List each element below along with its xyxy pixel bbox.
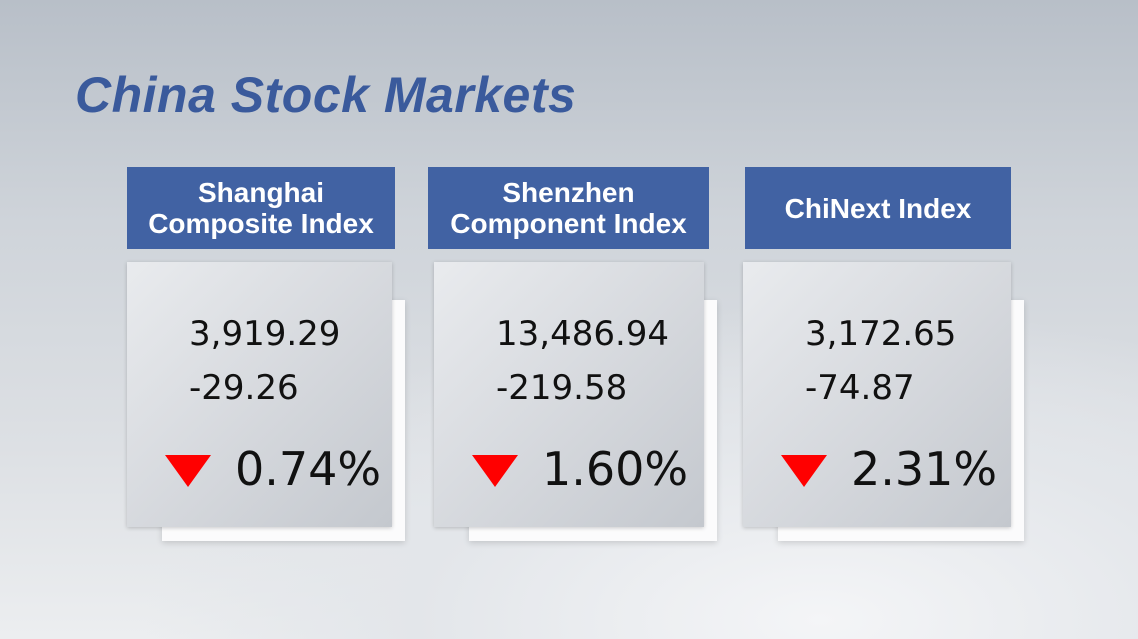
index-value: 3,919.29: [189, 314, 341, 354]
card-name-line: Composite Index: [148, 208, 374, 239]
card-body: 13,486.94 -219.58 1.60%: [434, 262, 704, 527]
title: China Stock Markets: [75, 67, 577, 123]
card-header: ChiNext Index: [745, 167, 1011, 249]
card-name-line: Component Index: [450, 208, 687, 239]
card-name-line: Shanghai: [197, 177, 324, 208]
index-value: 3,172.65: [805, 314, 957, 354]
percent-change: 2.31%: [851, 442, 998, 496]
down-arrow: [165, 455, 211, 487]
card-name-line: Shenzhen: [502, 177, 635, 208]
down-arrow: [781, 455, 827, 487]
card-name-line: ChiNext Index: [784, 192, 972, 224]
index-change: -219.58: [496, 368, 628, 408]
index-change: -29.26: [189, 368, 299, 408]
card-header: Shenzhen Component Index: [428, 167, 709, 249]
percent-change: 0.74%: [235, 442, 382, 496]
index-change: -74.87: [805, 368, 915, 408]
index-value: 13,486.94: [496, 314, 670, 354]
percent-change: 1.60%: [542, 442, 689, 496]
down-arrow: [472, 455, 518, 487]
card-body: 3,172.65 -74.87 2.31%: [743, 262, 1011, 527]
card-header: Shanghai Composite Index: [127, 167, 395, 249]
card-body: 3,919.29 -29.26 0.74%: [127, 262, 392, 527]
